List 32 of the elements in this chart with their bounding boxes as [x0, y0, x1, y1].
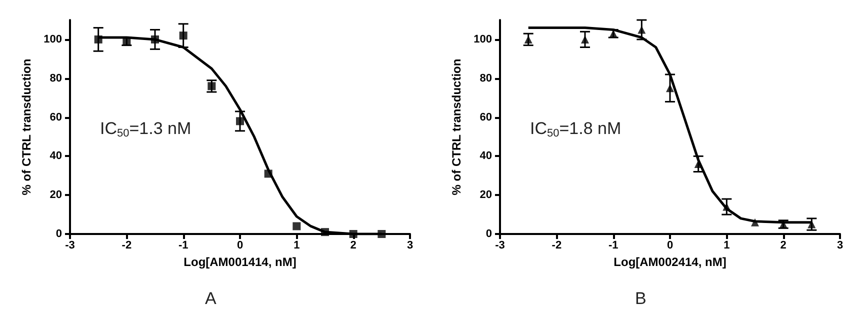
x-tick-label: 0	[666, 240, 674, 252]
y-tick-label: 60	[50, 111, 62, 124]
text: B	[635, 289, 646, 308]
y-tick-label: 0	[56, 228, 62, 240]
y-tick-label: 40	[50, 150, 62, 162]
y-tick-label: 80	[480, 72, 492, 84]
x-tick-label: 2	[350, 240, 356, 252]
y-tick-label: 60	[480, 111, 492, 124]
x-tick-label: -2	[552, 240, 562, 252]
x-axis-title: Log[AM001414, nM]	[184, 254, 296, 269]
x-tick-label: -3	[65, 240, 75, 252]
y-tick-label: 80	[50, 72, 62, 84]
x-tick-label: -1	[608, 240, 618, 252]
x-tick-label: 1	[724, 240, 730, 252]
x-tick-label: 1	[294, 240, 300, 252]
x-tick-label: 2	[780, 240, 786, 252]
y-tick-label: 0	[486, 228, 492, 240]
y-tick-label: 40	[480, 150, 492, 162]
text: A	[205, 289, 217, 308]
y-axis-title: % of CTRL transduction	[20, 58, 34, 196]
x-tick-label: 3	[836, 240, 844, 252]
y-tick-label: 20	[50, 189, 62, 202]
x-tick-label: -3	[495, 240, 505, 252]
x-tick-label: 0	[236, 240, 244, 252]
x-tick-label: 3	[406, 240, 414, 252]
x-tick-label: -1	[178, 240, 188, 252]
y-axis-title: % of CTRL transduction	[450, 58, 464, 196]
y-tick-label: 20	[480, 189, 492, 202]
x-axis-title: Log[AM002414, nM]	[614, 254, 726, 269]
y-tick-label: 100	[44, 33, 62, 46]
y-tick-label: 100	[474, 33, 492, 46]
x-tick-label: -2	[122, 240, 132, 252]
